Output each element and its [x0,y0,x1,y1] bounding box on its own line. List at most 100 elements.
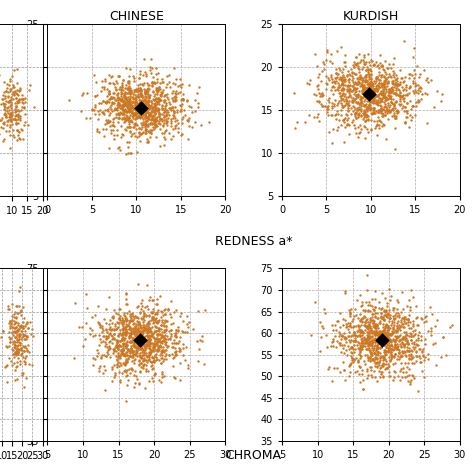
Point [0,78,8,86]
Point [20,343,28,350]
Point [317,100,325,108]
Point [393,306,401,313]
Point [360,106,368,114]
Point [144,114,152,121]
Point [109,327,117,334]
Point [347,110,355,118]
Point [377,96,384,103]
Point [103,97,110,105]
Point [155,96,163,103]
Point [329,82,337,90]
Point [391,101,398,109]
Point [133,335,141,343]
Point [409,373,417,380]
Point [401,340,409,347]
Point [179,80,186,88]
Point [334,99,342,107]
Point [138,330,146,338]
Point [383,106,391,114]
Point [155,342,163,350]
Point [150,342,157,349]
Point [362,342,369,350]
Point [148,108,156,116]
Point [143,331,151,338]
Point [148,107,155,114]
Point [403,363,411,370]
Point [155,105,163,112]
Point [385,346,392,353]
Point [341,334,349,342]
Point [368,74,375,82]
Point [139,100,147,107]
Point [381,66,388,73]
Point [22,344,30,352]
Point [350,85,358,92]
Point [109,363,116,371]
Point [14,131,22,138]
Point [372,347,380,355]
Point [375,71,383,79]
Point [129,351,137,358]
Point [20,357,28,365]
Point [404,339,412,346]
Point [128,113,136,120]
Point [341,73,348,81]
Point [149,344,156,351]
Point [19,324,27,332]
Point [370,322,378,330]
Point [127,88,134,96]
Point [144,341,151,348]
Point [141,110,149,118]
Point [110,114,118,122]
Point [386,357,394,365]
Point [145,92,152,100]
Point [313,98,321,105]
Point [176,312,184,320]
Point [134,108,142,115]
Point [372,359,380,367]
Point [22,374,30,382]
Point [153,90,160,97]
Point [149,361,156,368]
Point [369,96,377,104]
Point [377,98,385,105]
Point [375,327,383,335]
Point [109,100,116,107]
Point [122,358,130,366]
Point [141,346,148,354]
Point [102,125,109,132]
Point [25,360,33,368]
Point [362,87,369,95]
Point [138,121,146,128]
Point [162,322,170,330]
Point [118,348,126,356]
Point [149,365,156,372]
Point [154,341,161,348]
Point [356,73,364,81]
Point [336,83,343,91]
Point [337,74,345,82]
Point [139,336,146,344]
Point [418,316,425,323]
Point [134,302,141,310]
Point [137,104,145,111]
Point [364,90,372,97]
Point [18,95,25,103]
Point [418,358,425,366]
Point [138,98,146,105]
Point [380,339,387,347]
Point [333,101,340,109]
Point [154,348,161,356]
Point [194,103,201,111]
Point [331,80,339,87]
Point [369,61,376,69]
Point [137,315,145,322]
Point [352,92,359,100]
Point [122,114,129,122]
Point [130,109,137,117]
Point [144,96,152,103]
Point [125,82,133,90]
Point [373,84,380,92]
Point [148,80,156,87]
Point [91,356,99,363]
